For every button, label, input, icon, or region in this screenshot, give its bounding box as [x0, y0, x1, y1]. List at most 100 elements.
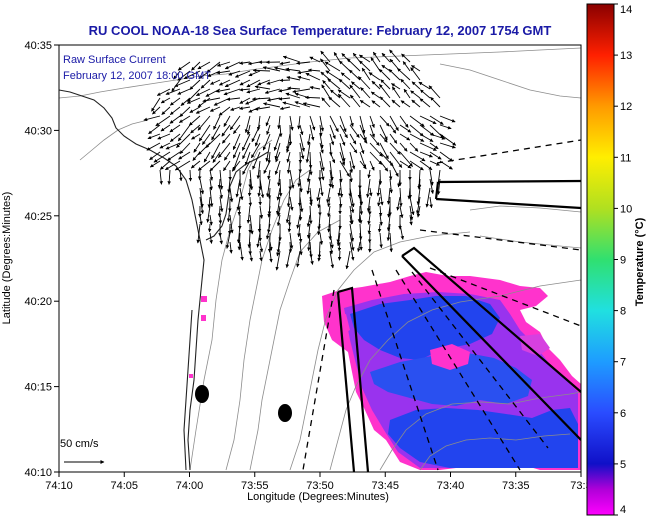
- current-vector: [397, 178, 401, 188]
- current-vector: [226, 97, 241, 101]
- current-vector: [389, 232, 393, 253]
- current-vector: [322, 80, 331, 90]
- current-vector: [148, 124, 161, 135]
- current-vector: [179, 169, 183, 182]
- current-vector: [265, 223, 271, 240]
- current-vector: [177, 124, 191, 142]
- coast-line-inner: [183, 309, 193, 471]
- current-vector: [317, 214, 321, 231]
- current-vector: [319, 133, 324, 149]
- current-vector: [327, 78, 341, 90]
- x-axis-label: Longitude (Degrees:Minutes): [247, 491, 389, 503]
- sst-cool-region-center: [370, 352, 532, 406]
- current-vector: [306, 133, 311, 146]
- current-vector: [379, 84, 391, 99]
- current-vector: [351, 81, 361, 90]
- current-vector: [369, 151, 383, 165]
- current-vector: [217, 205, 222, 218]
- current-vector: [324, 61, 341, 72]
- current-vector: [177, 61, 191, 71]
- x-tick-label: 73:40: [437, 480, 465, 492]
- current-vector: [339, 160, 350, 177]
- coast-line: [59, 89, 205, 471]
- current-vector: [164, 160, 181, 171]
- radar-station-marker: [195, 385, 209, 403]
- current-vector: [239, 97, 251, 104]
- current-vector: [389, 133, 398, 144]
- current-vector: [201, 133, 211, 145]
- current-vector: [409, 196, 415, 216]
- current-vector: [309, 250, 314, 265]
- dashed-line: [371, 269, 439, 471]
- current-vector: [259, 178, 265, 199]
- current-vector: [297, 75, 311, 81]
- current-vector: [329, 124, 336, 140]
- current-vector: [304, 95, 321, 100]
- current-vector: [262, 133, 271, 151]
- contour-line: [379, 391, 581, 471]
- y-tick-label: 40:35: [24, 40, 52, 52]
- current-vector: [197, 169, 202, 181]
- colorbar-tick-label: 12: [620, 101, 632, 113]
- current-vector: [409, 142, 419, 152]
- current-vector: [349, 232, 355, 251]
- current-vector: [319, 232, 324, 245]
- current-vector: [198, 70, 211, 79]
- current-vector: [369, 160, 375, 171]
- current-vector: [229, 187, 234, 203]
- current-vector: [242, 142, 251, 160]
- annotation-line-2: February 12, 2007 18:00 GMT: [63, 70, 211, 82]
- current-vector: [252, 68, 271, 73]
- current-vector: [156, 88, 171, 96]
- current-vector: [328, 96, 341, 108]
- current-vector: [419, 133, 434, 142]
- current-vector: [298, 205, 303, 221]
- contour-line: [439, 63, 581, 99]
- current-vector: [285, 205, 291, 224]
- shipping-lane-southeast: [401, 246, 581, 441]
- current-vector: [306, 214, 311, 228]
- current-vector: [297, 115, 301, 130]
- current-vector: [409, 205, 414, 221]
- current-vector: [190, 124, 201, 134]
- current-vector: [299, 124, 304, 136]
- current-vector: [439, 151, 453, 162]
- current-vector: [265, 115, 271, 127]
- current-vector: [259, 205, 264, 219]
- current-vector: [378, 169, 383, 185]
- current-vector: [236, 196, 241, 211]
- current-vector: [296, 214, 301, 229]
- current-vector: [289, 232, 294, 250]
- current-vector: [337, 241, 342, 252]
- current-vector: [202, 97, 221, 103]
- x-tick-label: 74:00: [176, 480, 204, 492]
- current-vector: [418, 81, 431, 90]
- current-vector: [349, 160, 354, 173]
- current-vector: [177, 88, 191, 95]
- current-vector: [251, 124, 261, 143]
- current-vector: [254, 133, 261, 147]
- current-vector: [336, 223, 341, 244]
- current-vector: [379, 160, 389, 172]
- current-vector: [366, 196, 371, 212]
- current-vector: [285, 92, 301, 99]
- current-vector: [196, 223, 201, 244]
- current-vector: [189, 79, 201, 90]
- current-vector: [359, 115, 366, 134]
- current-vector: [372, 51, 381, 63]
- current-vector: [254, 85, 271, 90]
- dashed-line: [411, 271, 549, 449]
- current-vector: [209, 160, 221, 172]
- current-vector: [151, 97, 161, 112]
- current-vector: [359, 196, 364, 215]
- current-vector: [178, 115, 191, 123]
- current-vector: [267, 205, 271, 218]
- current-vector: [269, 241, 273, 251]
- current-vector: [349, 169, 353, 183]
- current-vector: [235, 178, 241, 198]
- current-vector: [229, 241, 233, 254]
- current-vector: [282, 101, 301, 108]
- current-vector: [329, 160, 334, 181]
- shipping-lane-south: [336, 286, 370, 472]
- current-vector: [273, 133, 281, 151]
